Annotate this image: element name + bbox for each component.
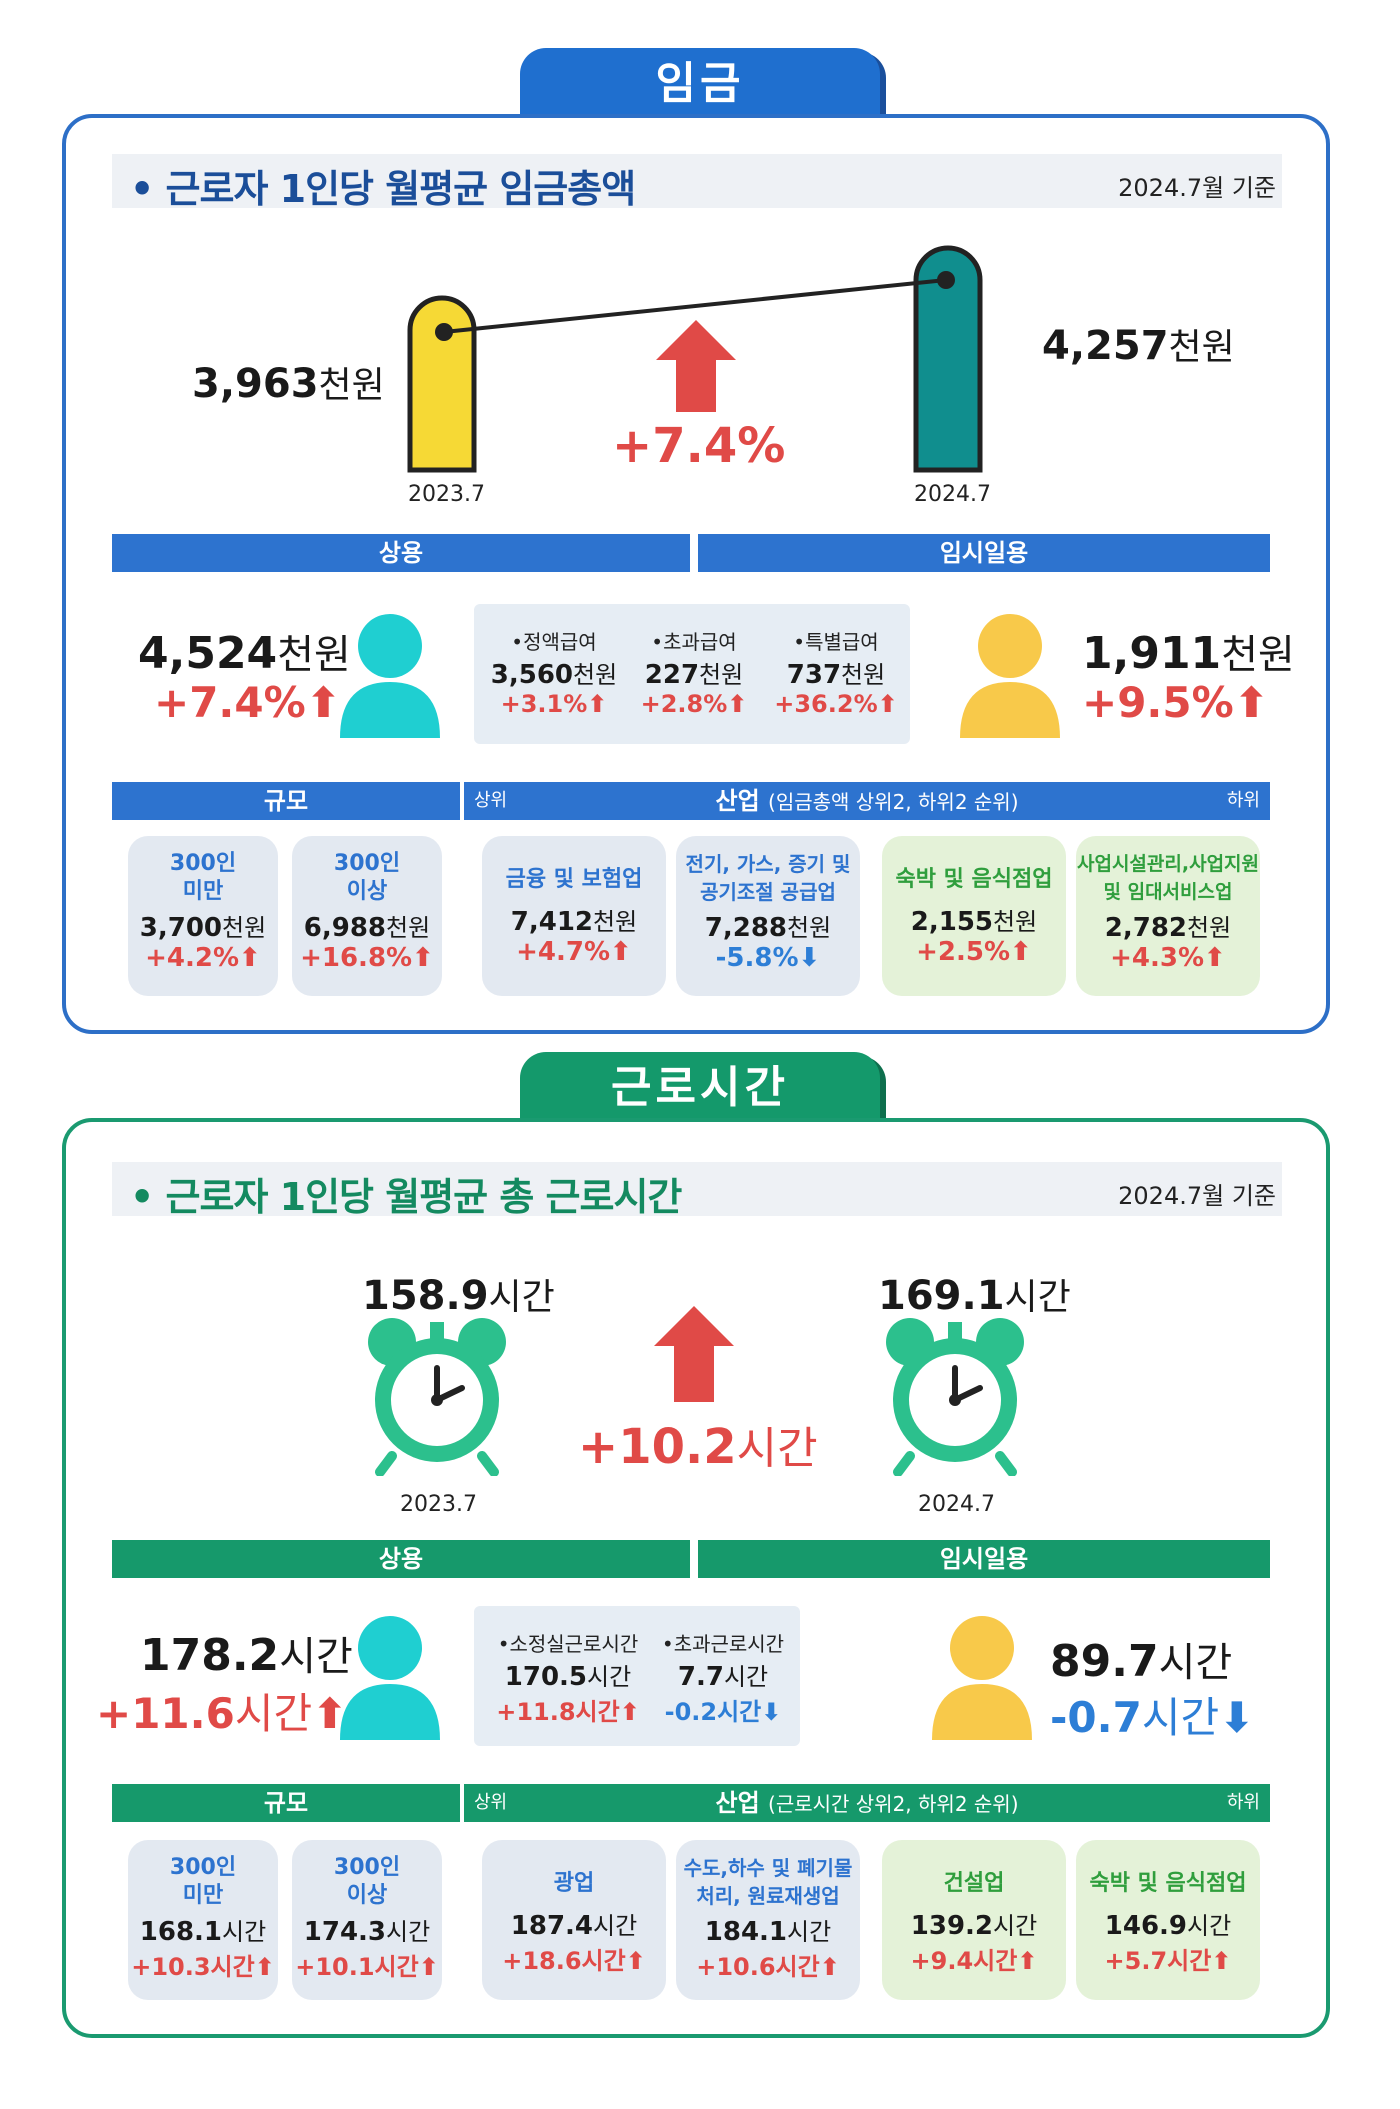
wage-comparison-graphic: [407, 245, 983, 473]
up-arrow-icon: [654, 1306, 734, 1402]
wage-temp-bar: 임시일용: [698, 534, 1270, 572]
wage-as-of: 2024.7월 기준: [1118, 174, 1276, 202]
wage-regular-change: +7.4%⬆: [154, 678, 341, 727]
hours-industry-bar: 상위 산업 (근로시간 상위2, 하위2 순위) 하위: [464, 1784, 1270, 1822]
up-arrow-icon: ⬆: [1233, 678, 1269, 727]
wage-regular-bar: 상용: [112, 534, 690, 572]
wage-component-3: •특별급여 737천원 +36.2%⬆: [774, 630, 898, 718]
wage-2024-value: 4,257천원: [1042, 323, 1235, 369]
wage-2024-label: 2024.7: [914, 482, 991, 507]
wage-component-1: •정액급여 3,560천원 +3.1%⬆: [490, 630, 618, 718]
wage-component-2: •초과급여 227천원 +2.8%⬆: [640, 630, 748, 718]
hours-2024-label: 2024.7: [918, 1492, 995, 1517]
wage-card-under300: 300인 미만 3,700천원 +4.2%⬆: [128, 836, 278, 996]
person-icon: [340, 1616, 440, 1740]
hours-temp-change: -0.7시간⬇: [1050, 1693, 1255, 1742]
hours-card-mining: 광업 187.4시간 +18.6시간⬆: [482, 1840, 666, 2000]
up-arrow-icon: ⬆: [305, 678, 341, 727]
hours-change: +10.2시간: [578, 1419, 818, 1475]
hours-2024-value: 169.1시간: [878, 1273, 1071, 1319]
hours-2023-value: 158.9시간: [362, 1273, 555, 1319]
hours-tab: 근로시간: [520, 1052, 880, 1124]
hours-scale-bar: 규모: [112, 1784, 460, 1822]
wage-title-bar: [112, 154, 1282, 208]
wage-card-accommodation: 숙박 및 음식점업 2,155천원 +2.5%⬆: [882, 836, 1066, 996]
wage-2023-pillar: [407, 295, 477, 473]
wage-change: +7.4%: [612, 418, 786, 474]
wage-card-over300: 300인 이상 6,988천원 +16.8%⬆: [292, 836, 442, 996]
wage-2023-label: 2023.7: [408, 482, 485, 507]
up-arrow-icon: [656, 320, 736, 412]
alarm-clock-icon: [886, 1318, 1024, 1476]
hours-card-under300: 300인 미만 168.1시간 +10.3시간⬆: [128, 1840, 278, 2000]
hours-regular-change: +11.6시간⬆: [96, 1689, 348, 1738]
hours-card-water: 수도,하수 및 폐기물 처리, 원료재생업 184.1시간 +10.6시간⬆: [676, 1840, 860, 2000]
wage-title: • 근로자 1인당 월평균 임금총액: [130, 167, 636, 211]
wage-regular-value: 4,524천원: [138, 628, 351, 679]
wage-card-electricity: 전기, 가스, 증기 및 공기조절 공급업 7,288천원 -5.8%⬇: [676, 836, 860, 996]
alarm-clock-icon: [368, 1318, 506, 1476]
hours-component-1: •소정실근로시간 170.5시간 +11.8시간⬆: [496, 1632, 640, 1726]
hours-temp-bar: 임시일용: [698, 1540, 1270, 1578]
wage-2024-pillar: [913, 245, 983, 473]
wage-tab: 임금: [520, 48, 880, 120]
hours-regular-bar: 상용: [112, 1540, 690, 1578]
wage-temp-change: +9.5%⬆: [1082, 678, 1269, 727]
hours-component-2: •초과근로시간 7.7시간 -0.2시간⬇: [661, 1632, 785, 1726]
hours-components-bubble: [474, 1606, 800, 1746]
wage-2023-value: 3,963천원: [192, 361, 385, 407]
hours-card-construction: 건설업 139.2시간 +9.4시간⬆: [882, 1840, 1066, 2000]
hours-temp-value: 89.7시간: [1050, 1636, 1233, 1687]
hours-title-bar: [112, 1162, 1282, 1216]
hours-card-accommodation: 숙박 및 음식점업 146.9시간 +5.7시간⬆: [1076, 1840, 1260, 2000]
wage-trend-line: [443, 278, 947, 334]
down-arrow-icon: ⬇: [1219, 1693, 1255, 1742]
person-icon: [960, 614, 1060, 738]
wage-industry-bar: 상위 산업 (임금총액 상위2, 하위2 순위) 하위: [464, 782, 1270, 820]
hours-card-over300: 300인 이상 174.3시간 +10.1시간⬆: [292, 1840, 442, 2000]
person-icon: [340, 614, 440, 738]
hours-title: • 근로자 1인당 월평균 총 근로시간: [130, 1175, 682, 1219]
hours-2023-label: 2023.7: [400, 1492, 477, 1517]
hours-as-of: 2024.7월 기준: [1118, 1182, 1276, 1210]
wage-temp-value: 1,911천원: [1082, 628, 1295, 679]
wage-scale-bar: 규모: [112, 782, 460, 820]
wage-card-business-support: 사업시설관리,사업지원 및 임대서비스업 2,782천원 +4.3%⬆: [1076, 836, 1260, 996]
wage-components-bubble: [474, 604, 910, 744]
hours-regular-value: 178.2시간: [140, 1630, 353, 1681]
wage-card-finance: 금융 및 보험업 7,412천원 +4.7%⬆: [482, 836, 666, 996]
person-icon: [932, 1616, 1032, 1740]
